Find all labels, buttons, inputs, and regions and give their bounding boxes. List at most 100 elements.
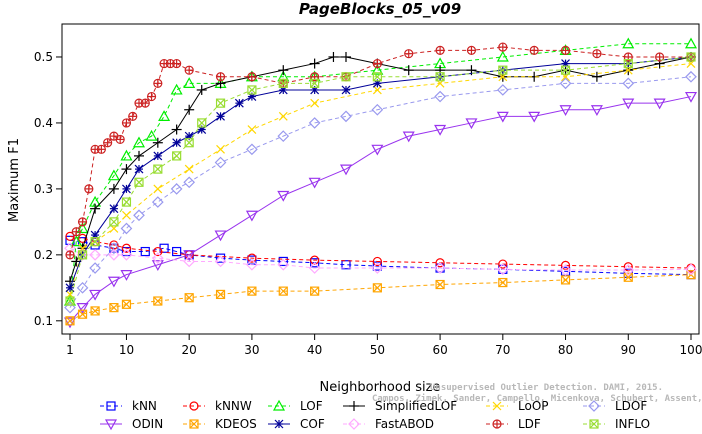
data-point — [109, 303, 119, 313]
x-tick-label: 30 — [244, 343, 259, 357]
legend-marker — [189, 419, 199, 429]
data-point — [245, 210, 258, 222]
data-point — [435, 72, 445, 82]
data-point — [622, 77, 635, 90]
data-point — [371, 103, 384, 116]
legend-marker — [104, 419, 118, 431]
legend-label: KDEOS — [215, 417, 257, 431]
data-point — [90, 306, 100, 316]
legend-item-kNN: kNN — [100, 399, 157, 413]
series-LDF — [65, 42, 696, 260]
data-point — [184, 104, 195, 115]
series-layer — [63, 37, 698, 329]
data-point — [65, 231, 75, 241]
legend-marker — [349, 401, 359, 411]
legend-marker — [492, 401, 502, 411]
data-point — [183, 255, 196, 268]
data-point — [310, 286, 320, 296]
data-point — [623, 262, 633, 272]
data-point — [310, 98, 320, 108]
watermark-line-1: Unsupervised Outlier Detection. DAMI, 20… — [430, 382, 663, 393]
data-point — [402, 131, 415, 143]
data-point — [64, 301, 76, 314]
legend-marker — [106, 401, 116, 411]
data-point — [214, 255, 227, 268]
legend-item-LDF: LDF — [486, 417, 541, 431]
data-point — [308, 177, 321, 189]
legend-item-SimplifiedLOF: SimplifiedLOF — [343, 399, 457, 413]
data-point — [310, 258, 320, 268]
data-point — [76, 249, 89, 261]
data-point — [310, 78, 320, 88]
legend-marker — [274, 419, 284, 429]
x-tick-label: 60 — [432, 343, 447, 357]
data-point — [152, 137, 163, 148]
data-point — [496, 84, 509, 96]
y-axis-label: Maximum F1 — [7, 138, 22, 222]
data-point — [158, 110, 171, 121]
data-point — [496, 111, 509, 123]
data-point — [170, 183, 183, 195]
data-point — [214, 230, 227, 242]
legend-label: kNN — [132, 399, 157, 413]
data-point — [685, 263, 697, 276]
plot-area-frame — [61, 23, 700, 335]
data-point — [216, 144, 225, 154]
data-point — [107, 276, 120, 288]
data-point — [498, 42, 508, 52]
data-point — [341, 72, 351, 82]
data-point — [622, 98, 635, 110]
data-point — [434, 90, 446, 103]
data-point — [76, 303, 89, 314]
data-point — [372, 58, 382, 69]
legend-label: LDF — [518, 417, 541, 431]
data-point — [172, 58, 182, 69]
data-point — [76, 222, 89, 234]
data-point — [184, 164, 194, 174]
data-point — [560, 45, 571, 55]
legend-marker — [348, 418, 360, 430]
legend-marker — [589, 419, 599, 429]
data-point — [278, 111, 288, 121]
data-point — [140, 98, 150, 108]
data-point — [559, 77, 572, 90]
data-point — [371, 144, 384, 156]
data-point — [133, 209, 145, 222]
data-point — [434, 124, 447, 136]
legend-marker — [272, 399, 286, 411]
y-tick-label: 0.4 — [34, 116, 53, 130]
data-point — [120, 222, 133, 235]
data-point — [108, 249, 120, 261]
legend-item-INFLO: INFLO — [583, 417, 650, 431]
data-point — [146, 91, 157, 102]
data-point — [498, 65, 508, 75]
data-point — [339, 164, 353, 176]
data-point — [498, 259, 508, 269]
data-point — [183, 176, 196, 189]
legend-marker — [492, 419, 502, 429]
data-point — [107, 169, 120, 181]
data-point — [435, 45, 445, 55]
data-point — [170, 83, 183, 95]
data-point — [278, 286, 288, 296]
series-line — [69, 235, 692, 269]
legend-label: SimplifiedLOF — [375, 399, 457, 413]
data-point — [65, 250, 75, 260]
data-point — [145, 129, 158, 141]
data-point — [655, 52, 665, 62]
series-INFLO — [65, 52, 696, 306]
data-point — [247, 72, 257, 82]
data-point — [153, 246, 163, 257]
series-LDOF — [64, 70, 697, 314]
data-point — [65, 296, 75, 306]
data-point — [120, 149, 133, 161]
data-point — [465, 118, 478, 130]
data-point — [498, 277, 508, 288]
data-point — [103, 138, 113, 148]
x-axis: 1 10 20 30 40 50 60 70 80 90 100 — [66, 334, 702, 357]
data-point — [77, 309, 88, 319]
data-point — [77, 233, 88, 243]
data-point — [528, 111, 541, 123]
data-point — [277, 258, 290, 271]
